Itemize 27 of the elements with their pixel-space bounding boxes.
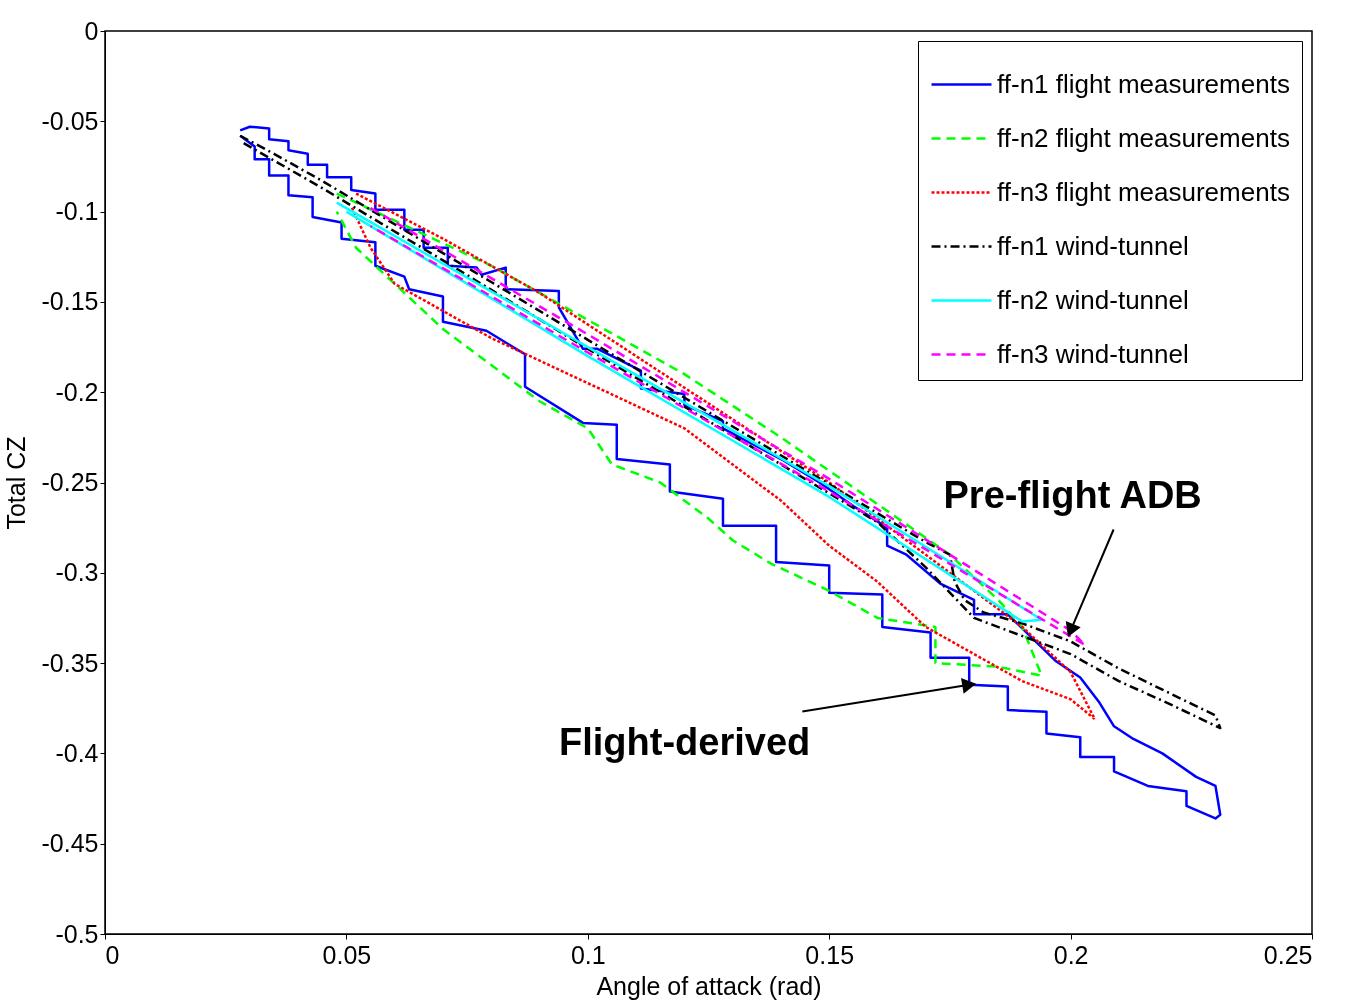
y-tick-label: -0.4 <box>55 738 99 767</box>
x-tick-label: 0.2 <box>1053 940 1089 969</box>
legend-label: ff-n3 flight measurements <box>997 176 1290 207</box>
x-tick-label: 0.15 <box>805 940 855 969</box>
legend-label: ff-n2 flight measurements <box>997 122 1290 153</box>
y-axis-title: Total CZ <box>1 436 30 530</box>
annotation: Flight-derived <box>558 721 811 764</box>
legend-label: ff-n1 flight measurements <box>997 68 1290 99</box>
x-tick-label: 0.05 <box>322 940 372 969</box>
legend-label: ff-n3 wind-tunnel <box>997 338 1189 369</box>
y-tick-label: 0 <box>84 16 99 45</box>
y-tick-label: -0.45 <box>41 829 99 858</box>
x-tick-label: 0 <box>105 940 120 969</box>
x-tick-label: 0.25 <box>1263 940 1313 969</box>
y-tick-label: -0.5 <box>55 919 99 948</box>
y-tick-label: -0.35 <box>41 648 99 677</box>
y-tick-label: -0.15 <box>41 287 99 316</box>
x-tick-label: 0.1 <box>570 940 606 969</box>
y-tick-label: -0.3 <box>55 558 99 587</box>
x-axis-title: Angle of attack (rad) <box>596 971 822 1000</box>
y-tick-label: -0.25 <box>41 468 99 496</box>
y-tick-label: -0.2 <box>55 377 99 406</box>
legend-label: ff-n1 wind-tunnel <box>997 230 1189 261</box>
legend-label: ff-n2 wind-tunnel <box>997 284 1189 315</box>
y-tick-label: -0.1 <box>55 197 99 226</box>
annotation: Pre-flight ADB <box>943 473 1202 516</box>
y-tick-label: -0.05 <box>41 106 99 135</box>
